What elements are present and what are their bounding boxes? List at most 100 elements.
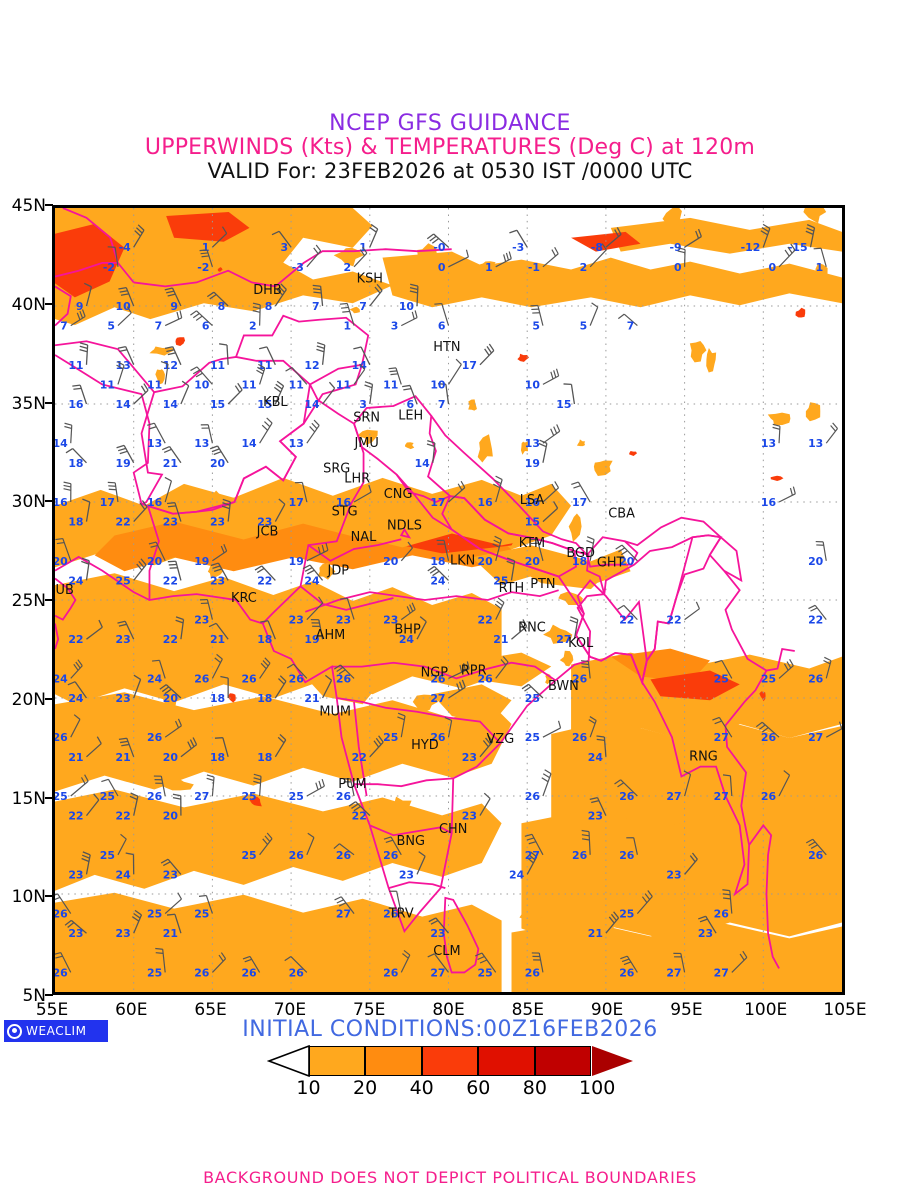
wind-barb-flag: [519, 621, 525, 629]
wind-barb-flag: [315, 244, 322, 252]
wind-barb-flag: [554, 246, 559, 255]
wind-barb-flag: [617, 313, 625, 320]
temperature-value: 26: [55, 731, 68, 744]
wind-barb-flag: [406, 606, 411, 614]
wind-barb-flag: [506, 560, 515, 565]
wind-barb-flag: [591, 302, 599, 308]
temperature-value: 23: [210, 516, 225, 529]
colorbar-cell: [421, 1046, 479, 1076]
temperature-value: -4: [119, 241, 132, 254]
wind-barb-flag: [364, 381, 373, 385]
wind-barb-flag: [81, 309, 86, 317]
temperature-value: 26: [147, 790, 162, 803]
wind-barb-flag: [810, 607, 818, 612]
temperature-value: 23: [698, 927, 713, 940]
wind-shade-region: [770, 475, 784, 482]
wind-barb-flag: [492, 543, 500, 548]
wind-barb-flag: [93, 793, 100, 801]
wind-shade-region: [568, 513, 582, 542]
wind-barb-flag: [213, 568, 222, 572]
temperature-value: 0: [768, 261, 776, 274]
wind-barb: [306, 425, 320, 444]
temperature-value: 22: [163, 574, 178, 587]
wind-barb: [516, 229, 528, 248]
wind-barb-flag: [118, 737, 127, 741]
wind-barb-flag: [167, 505, 176, 508]
wind-barb: [623, 313, 638, 327]
temperature-value: 25: [761, 672, 776, 685]
temperature-value: 13: [808, 437, 823, 450]
wind-shade-region: [149, 346, 174, 356]
wind-barb-flag: [82, 851, 91, 856]
boundary-line: [369, 824, 453, 837]
colorbar-under-outline: [266, 1045, 310, 1077]
wind-barb-flag: [369, 226, 377, 233]
wind-barb-flag: [116, 444, 125, 449]
wind-barb-flag: [493, 539, 501, 544]
wind-barb-flag: [195, 315, 203, 321]
temperature-value: 16: [68, 398, 83, 411]
wind-shade-region: [308, 606, 383, 657]
wind-barb: [416, 856, 426, 875]
temperature-value: 18: [257, 633, 272, 646]
temperature-value: 14: [163, 398, 179, 411]
temperature-value: 22: [666, 614, 681, 627]
wind-barb: [416, 621, 427, 640]
wind-barb-flag: [465, 249, 469, 258]
temperature-value: 16: [761, 496, 776, 509]
temperature-value: 26: [761, 731, 776, 744]
wind-barb-flag: [359, 249, 366, 256]
wind-barb-flag: [242, 955, 251, 960]
colorbar-tick: 20: [353, 1077, 378, 1099]
boundary-line: [442, 896, 480, 974]
wind-barb-flag: [318, 596, 324, 604]
y-axis-tick: 25N: [11, 591, 46, 611]
wind-shade-region: [161, 690, 177, 715]
wind-shade-region: [357, 429, 378, 446]
wind-barb-flag: [790, 243, 796, 251]
temperature-value: -9: [669, 241, 681, 254]
city-label: BGD: [566, 546, 595, 561]
wind-barb: [158, 660, 166, 679]
temperature-value: 10: [430, 378, 446, 391]
wind-barb-flag: [210, 562, 219, 567]
wind-barb-flag: [466, 661, 470, 669]
temperature-value: 23: [430, 927, 445, 940]
city-label: VZG: [487, 732, 515, 747]
wind-barb-flag: [580, 660, 589, 663]
wind-barb-flag: [206, 291, 215, 298]
wind-barb: [570, 384, 576, 405]
wind-barb-flag: [65, 447, 74, 454]
city-label: PTN: [530, 577, 555, 592]
wind-shade-region: [412, 694, 439, 713]
wind-barb-flag: [509, 229, 518, 234]
wind-barb-flag: [164, 688, 172, 695]
wind-barb-flag: [806, 227, 815, 232]
wind-barb: [820, 248, 827, 267]
wind-barb-flag: [403, 387, 412, 391]
temperature-value: -8: [591, 241, 603, 254]
weather-map[interactable]: -4131-0-3-8-9-12-15910988771011131211111…: [52, 205, 845, 995]
weaclim-logo[interactable]: WEACLIM: [4, 1020, 108, 1042]
temperature-value: 19: [194, 555, 209, 568]
wind-barb-flag: [64, 919, 72, 926]
wind-barb-flag: [137, 224, 145, 231]
temperature-value: 23: [163, 516, 178, 529]
temperature-value: 2: [343, 261, 351, 274]
temperature-value: 10: [194, 378, 210, 391]
wind-barb-flag: [311, 422, 318, 430]
wind-barb-flag: [175, 619, 184, 624]
temperature-value: 26: [55, 908, 68, 921]
wind-shade-region: [662, 208, 682, 232]
x-axis-tick: 60E: [115, 1000, 148, 1020]
temperature-value: 23: [289, 614, 304, 627]
city-label: AHM: [316, 628, 346, 643]
boundary-line: [766, 648, 795, 672]
wind-shade-region: [290, 216, 299, 239]
wind-barb: [205, 895, 213, 914]
wind-shade-region: [249, 796, 262, 807]
wind-barb-flag: [830, 425, 836, 432]
temperature-value: 23: [336, 614, 351, 627]
wind-barb-flag: [264, 835, 271, 842]
wind-barb-flag: [81, 557, 90, 562]
